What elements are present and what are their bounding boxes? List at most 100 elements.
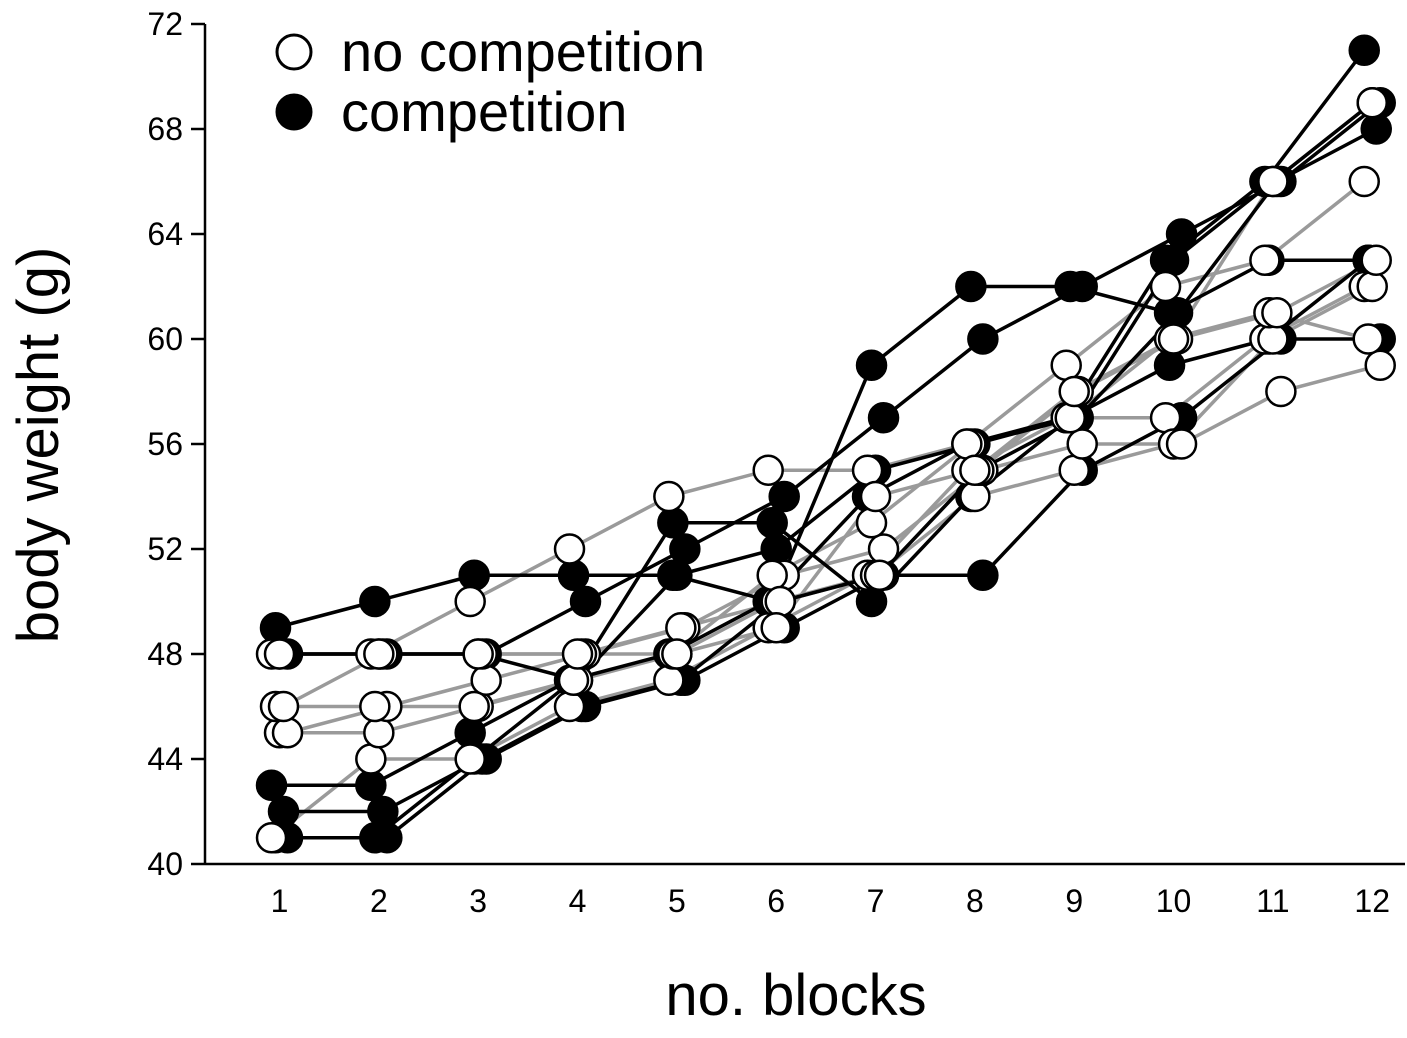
- x-tick-label-6: 6: [767, 883, 785, 919]
- point-s5-x12: [1348, 165, 1380, 198]
- point-s3-x9: [1054, 402, 1086, 434]
- point-s13-x9: [1054, 270, 1086, 303]
- point-s2-x12: [1364, 349, 1396, 381]
- x-tick-label-8: 8: [966, 883, 984, 919]
- point-s6-x12: [1356, 87, 1388, 119]
- point-s3-x12: [1352, 323, 1384, 355]
- point-s8-x6: [756, 507, 788, 539]
- y-tick-label-44: 44: [147, 741, 183, 777]
- x-tick-label-11: 11: [1256, 883, 1289, 919]
- point-s8-x5: [657, 507, 689, 539]
- point-s6-x9: [1058, 375, 1090, 408]
- point-s2-x3: [470, 664, 502, 696]
- point-s12-x5: [669, 533, 701, 565]
- point-s5-x10: [1149, 270, 1182, 303]
- legend: no competition competition: [275, 20, 705, 143]
- point-s11-x10: [1157, 244, 1190, 276]
- point-s3-x2: [359, 690, 391, 723]
- point-s0-x5: [653, 664, 685, 696]
- y-tick-label-48: 48: [147, 636, 183, 672]
- point-s8-x10: [1153, 349, 1186, 381]
- point-s12-x8: [967, 323, 999, 355]
- x-axis-title: no. blocks: [665, 963, 926, 1028]
- x-tick-label-9: 9: [1065, 883, 1083, 919]
- point-s4-x12: [1360, 244, 1392, 276]
- legend-label-no-competition: no competition: [341, 20, 705, 83]
- point-s10-x12: [1348, 34, 1380, 66]
- point-s9-x12: [1360, 113, 1392, 145]
- point-s1-x2: [363, 717, 395, 749]
- legend-marker-competition: [275, 93, 313, 131]
- point-s5-x4: [553, 533, 586, 565]
- point-s7-x8: [967, 559, 999, 591]
- point-s3-x4: [557, 664, 590, 696]
- point-s1-x12: [1356, 270, 1388, 303]
- point-s8-x2: [359, 822, 391, 854]
- point-s6-x6: [760, 612, 792, 644]
- point-s1-x11: [1257, 323, 1289, 355]
- point-s4-x5: [665, 612, 697, 644]
- y-axis-title: body weight (g): [6, 247, 71, 644]
- point-s5-x3: [454, 585, 486, 618]
- point-s5-x8: [951, 428, 983, 460]
- x-tick-label-4: 4: [569, 883, 587, 919]
- point-s2-x9: [1066, 428, 1098, 460]
- point-s8-x7: [855, 585, 888, 618]
- point-s2-x7: [867, 533, 900, 565]
- point-s5-x6: [752, 454, 784, 486]
- point-s0-x4: [553, 690, 586, 723]
- y-tick-label-72: 72: [147, 6, 183, 42]
- point-s9-x1: [267, 795, 300, 828]
- point-s13-x5: [657, 559, 689, 591]
- point-s5-x9: [1050, 349, 1082, 381]
- series-line-0: [270, 284, 1366, 840]
- point-s6-x4: [561, 638, 594, 670]
- point-s1-x8: [959, 480, 991, 513]
- point-s13-x8: [955, 270, 987, 303]
- point-s9-x2: [367, 795, 399, 828]
- point-s5-x11: [1249, 244, 1281, 276]
- x-tick-label-12: 12: [1354, 883, 1390, 919]
- point-s5-x5: [653, 480, 685, 513]
- point-s13-x10: [1153, 297, 1186, 329]
- y-tick-label-60: 60: [147, 321, 183, 357]
- point-s0-x2: [355, 743, 387, 775]
- point-s12-x4: [569, 585, 602, 618]
- point-s13-x3: [458, 559, 490, 591]
- point-s1-x9: [1058, 454, 1090, 486]
- point-s6-x8: [959, 454, 991, 486]
- series-markers: [255, 34, 1396, 854]
- point-s6-x3: [462, 638, 494, 670]
- point-s12-x6: [768, 480, 800, 513]
- point-s10-x3: [454, 717, 486, 749]
- x-tick-label-2: 2: [370, 883, 388, 919]
- point-s0-x10: [1149, 402, 1182, 434]
- point-s10-x2: [355, 769, 387, 801]
- point-s6-x11: [1257, 165, 1289, 198]
- point-s12-x7: [867, 402, 900, 434]
- x-tick-label-5: 5: [668, 883, 686, 919]
- point-s3-x3: [458, 690, 490, 723]
- series-line-2: [287, 363, 1381, 735]
- point-s0-x1: [255, 822, 288, 854]
- legend-marker-no-competition: [275, 33, 313, 71]
- y-tick-label-68: 68: [147, 111, 183, 147]
- point-s6-x10: [1157, 323, 1190, 355]
- point-s0-x3: [454, 743, 486, 775]
- point-s11-x6: [760, 533, 792, 565]
- x-tick-label-3: 3: [469, 883, 487, 919]
- x-tick-label-1: 1: [271, 883, 289, 919]
- point-s13-x7: [855, 349, 888, 381]
- y-tick-label-64: 64: [147, 216, 183, 252]
- x-tick-label-10: 10: [1156, 883, 1192, 919]
- series-lines: [270, 49, 1382, 840]
- series-line-6: [279, 101, 1374, 656]
- point-s6-x5: [661, 638, 693, 670]
- point-s3-x7: [855, 507, 888, 539]
- point-s10-x1: [255, 769, 288, 801]
- series-line-3: [275, 311, 1369, 709]
- point-s6-x1: [263, 638, 296, 670]
- series-line-11: [279, 101, 1374, 682]
- point-s4-x6: [764, 585, 796, 618]
